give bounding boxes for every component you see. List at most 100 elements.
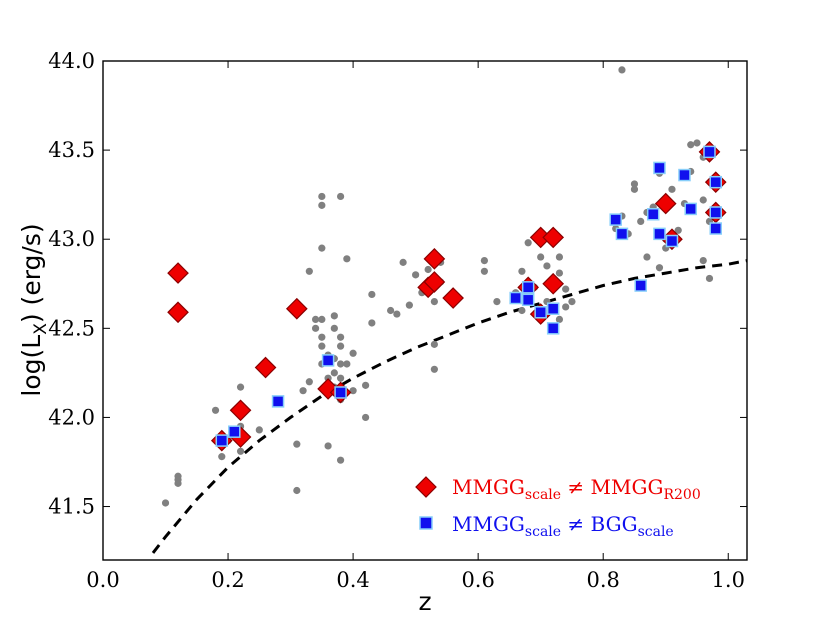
gray-point [318,315,326,324]
gray-point [362,381,370,389]
gray-point [299,387,307,395]
gray-point [255,426,263,434]
gray-point [368,290,376,299]
gray-point [336,342,345,350]
legend: MMGGscale ≠ MMGGR200 MMGGscale ≠ BGGscal… [415,475,701,540]
legend-entry-blue-square: MMGGscale ≠ BGGscale [419,512,674,540]
blue-square-point [334,386,347,399]
gray-point [543,262,551,270]
red-diamond-point [167,301,189,324]
y-tick-label: 44.0 [48,49,95,73]
gray-point [705,274,714,283]
y-tick-label: 42.0 [48,405,95,429]
legend-red-diamond-marker [415,476,437,498]
blue-square-point [546,302,560,315]
gray-point [236,383,245,391]
gray-point [480,257,488,265]
y-axis-label-main: log(L [17,335,46,397]
y-axis-label-sub: X [31,323,51,335]
blue-square-point [678,168,691,182]
legend-red-neq: ≠ [561,475,590,499]
gray-point [293,440,301,448]
x-tick-label: 0.6 [461,568,494,592]
blue-square-point [653,227,666,241]
gray-point [330,369,338,377]
gray-point [424,265,432,274]
x-tick-label: 1.0 [712,568,745,592]
blue-square-point [609,213,622,226]
x-tick-label: 0.8 [586,568,619,592]
gray-point [311,324,320,332]
blue-square-point [509,291,522,305]
gray-point [643,253,651,261]
gray-point [430,365,438,373]
blue-square-point [271,395,285,408]
red-diamond-point [285,297,308,320]
gray-point [305,378,313,386]
blue-square-point [521,293,535,307]
gray-point [336,374,345,382]
gray-point [555,269,564,277]
gray-point [293,486,301,495]
gray-point [568,297,576,306]
gray-point [305,267,313,275]
gray-point [405,301,413,309]
gray-point [655,264,664,272]
legend-red-sub2: R200 [663,487,700,503]
legend-label-red: MMGGscale ≠ MMGGR200 [452,475,701,503]
blue-square-point [546,322,560,335]
gray-point [368,319,376,327]
blue-square-point [684,202,697,216]
gray-point [311,315,320,324]
gray-point [399,258,407,266]
gray-point [318,244,326,252]
gray-point [674,226,682,234]
plot-frame [102,60,748,561]
legend-blue-neq: ≠ [561,512,590,536]
blue-square-point [646,208,660,221]
gray-point [562,303,570,311]
gray-point [630,185,639,193]
gray-point [537,253,545,261]
gray-point [161,499,170,507]
gray-point [336,333,345,341]
legend-blue-main2: BGG [591,512,638,536]
legend-red-main2: MMGG [591,475,664,499]
gray-point [687,141,695,149]
gray-point [699,196,707,204]
gray-point [493,297,501,306]
red-diamond-point [542,272,565,295]
gray-point [336,192,345,201]
red-diamond-point [654,192,677,215]
gray-point [336,360,345,368]
y-tick-label: 43.0 [48,227,95,251]
blue-square-point [228,425,241,438]
x-tick-label: 0.4 [336,568,369,592]
y-axis-label: log(LX) (erg/s) [17,223,51,396]
gray-point [518,306,526,315]
threshold-curve [151,259,747,554]
x-tick-label: 0.0 [86,568,119,592]
y-tick-label: 43.5 [48,138,95,162]
gray-point [236,447,245,455]
gray-point [393,310,401,318]
y-axis-label-tail: ) (erg/s) [17,223,46,323]
gray-point [555,253,564,261]
red-diamond-point [423,271,446,293]
gray-point [430,297,438,306]
legend-entry-red-diamond: MMGGscale ≠ MMGGR200 [415,475,701,503]
gray-point [318,192,326,201]
gray-point [430,340,438,348]
gray-point [174,472,182,480]
gray-point [211,406,220,414]
legend-label-blue: MMGGscale ≠ BGGscale [452,512,674,540]
blue-square-point [653,161,666,175]
blue-square-point [534,306,547,319]
gray-point [336,456,345,464]
blue-square-point [521,281,535,294]
red-diamond-point [542,226,565,249]
legend-blue-main: MMGG [452,512,525,536]
legend-red-main: MMGG [452,475,525,499]
y-tick-label: 42.5 [48,316,95,340]
